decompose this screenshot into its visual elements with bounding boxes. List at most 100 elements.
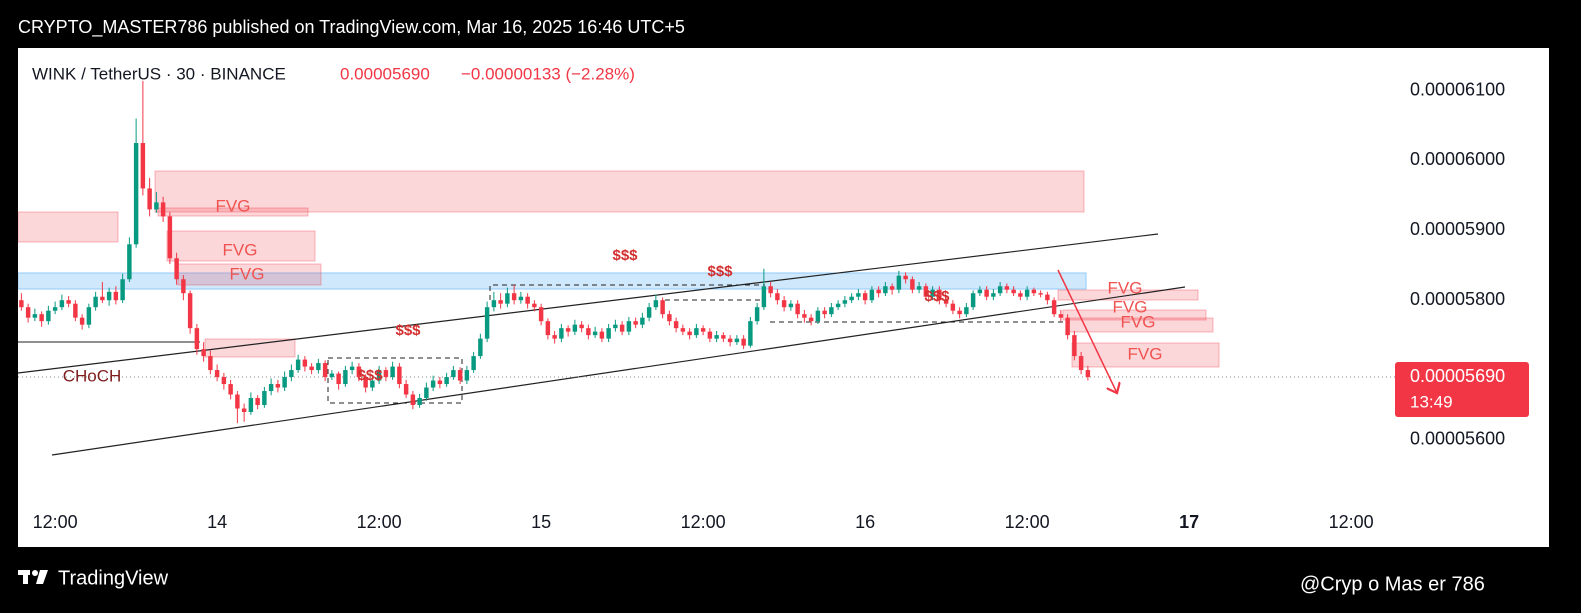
candle-body <box>748 321 753 346</box>
candle-body <box>39 314 44 322</box>
candle-body <box>133 143 139 245</box>
candle-body <box>32 314 38 318</box>
candle-body <box>741 338 746 346</box>
candle-body <box>991 293 996 297</box>
candle-body <box>937 289 942 301</box>
candle-body <box>849 296 854 301</box>
candle-body <box>559 328 564 339</box>
candle-body <box>403 384 409 395</box>
candle-body <box>707 331 713 339</box>
trend-line <box>51 286 1186 456</box>
arrow <box>1057 269 1117 393</box>
candle-body <box>390 366 395 378</box>
candle-body <box>309 366 314 371</box>
price-tag <box>1395 362 1529 418</box>
tv-logo <box>18 570 48 584</box>
candle-body <box>538 307 544 322</box>
candle-body <box>484 307 490 339</box>
annotation: $$$ <box>612 247 638 264</box>
candle-body <box>457 370 463 381</box>
candle-body <box>154 202 159 210</box>
candle-body <box>262 391 267 405</box>
candle-body <box>505 293 510 304</box>
candle-body <box>619 324 625 332</box>
annotation: FVG <box>230 264 265 283</box>
candles <box>19 80 1091 424</box>
candle-body <box>727 338 733 343</box>
candle-body <box>984 289 989 297</box>
candle-body <box>862 293 868 301</box>
annotation: FVG <box>223 240 258 259</box>
candle-body <box>491 300 497 308</box>
y-tick-label: 0.00005800 <box>1410 289 1505 309</box>
candle-body <box>1018 293 1023 297</box>
candle-body <box>572 324 578 332</box>
annotation: $$$ <box>357 367 383 384</box>
y-tick-label: 0.00006100 <box>1410 79 1505 99</box>
y-tick-label: 0.00006000 <box>1410 149 1505 169</box>
candle-body <box>471 356 476 371</box>
candle-body <box>255 398 260 405</box>
candle-body <box>721 335 726 339</box>
candle-body <box>1004 286 1010 290</box>
candle-body <box>822 310 827 315</box>
candle-body <box>646 307 652 318</box>
candle-body <box>835 303 841 308</box>
candle-body <box>1072 335 1077 357</box>
candle-body <box>633 321 638 325</box>
candle-body <box>869 289 875 301</box>
candle-body <box>768 286 773 294</box>
candle-body <box>511 293 517 301</box>
candle-body <box>640 317 645 325</box>
candle-body <box>795 303 800 315</box>
candle-body <box>1031 289 1037 294</box>
annotation: FVG <box>216 196 251 215</box>
candle-body <box>79 317 85 325</box>
watermark: @Cryp o Mas er 786 <box>1300 573 1485 595</box>
candle-body <box>417 398 422 405</box>
candle-body <box>606 328 611 339</box>
candle-body <box>336 373 341 385</box>
candle-body <box>147 188 152 210</box>
candle-body <box>592 331 598 336</box>
candle-body <box>842 300 848 304</box>
candle-body <box>660 300 665 315</box>
candle-body <box>957 310 962 315</box>
candle-body <box>370 380 375 388</box>
candle-body <box>1085 370 1091 378</box>
annotation: FVG <box>1121 312 1156 331</box>
candle-body <box>383 370 389 378</box>
candle-body <box>653 300 659 308</box>
brand: TradingView <box>58 567 169 589</box>
x-tick-label: 16 <box>855 512 875 532</box>
candle-body <box>464 370 470 381</box>
candle-body <box>120 279 125 301</box>
candle-body <box>788 303 794 308</box>
candle-body <box>437 380 443 385</box>
x-tick-label: 15 <box>531 512 551 532</box>
candle-body <box>228 384 233 395</box>
candle-body <box>552 335 557 339</box>
candle-body <box>187 293 193 329</box>
candle-body <box>349 366 355 371</box>
candle-body <box>808 317 814 322</box>
countdown: 13:49 <box>1410 393 1453 412</box>
candle-body <box>59 300 65 308</box>
candle-body <box>667 314 672 322</box>
candle-body <box>1051 300 1057 315</box>
candle-body <box>167 216 173 259</box>
candle-body <box>160 202 166 217</box>
candle-body <box>140 143 146 189</box>
candle-body <box>694 328 699 336</box>
candle-body <box>1045 294 1050 301</box>
annotation: FVG <box>1108 278 1143 297</box>
candle-body <box>73 303 78 318</box>
x-tick-label: 12:00 <box>357 512 402 532</box>
candle-body <box>1011 289 1016 294</box>
x-tick-label: 12:00 <box>681 512 726 532</box>
candle-body <box>289 370 294 378</box>
candle-body <box>410 394 416 405</box>
candle-body <box>1024 289 1030 297</box>
